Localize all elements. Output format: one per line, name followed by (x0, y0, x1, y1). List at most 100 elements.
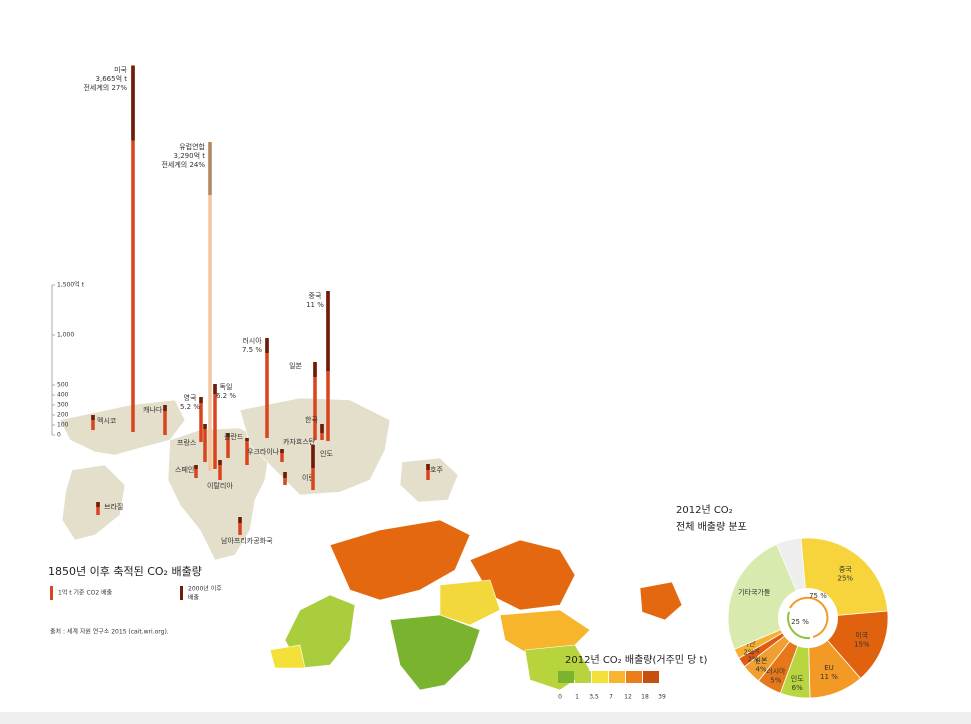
bar-recent (208, 142, 212, 195)
distribution-title: 2012년 CO₂ (676, 504, 733, 516)
arc-arrow (787, 611, 811, 640)
bar-recent (213, 384, 217, 394)
bar-label: 유럽연합 (179, 142, 205, 151)
color-tick: 3,5 (589, 694, 599, 701)
color-box (643, 671, 659, 683)
scale-label: 1,000 (57, 332, 74, 339)
bar-label: 3,665억 t (96, 75, 128, 83)
bar-label: 한국 (305, 416, 318, 424)
bar-recent (245, 438, 249, 441)
bar (226, 433, 230, 458)
per-capita-title: 2012년 CO₂ 배출량(거주민 당 t) (565, 654, 707, 666)
bar (238, 517, 242, 535)
bar-recent (218, 460, 222, 465)
bar (213, 384, 217, 469)
bar-label: 이란 (302, 473, 315, 482)
bar-recent (226, 433, 230, 437)
bar-label: 독일 (220, 382, 233, 391)
pie-label: 중국 (839, 566, 852, 574)
bar-label: 우크라이나 (247, 447, 280, 456)
scale-label: 400 (57, 392, 69, 399)
bar-recent (131, 65, 135, 141)
bar-recent (426, 464, 430, 470)
legend-swatch (50, 586, 53, 600)
bar-label: 남아프리카공화국 (221, 536, 273, 545)
color-tick: 0 (558, 694, 562, 701)
bar-label: 11 % (306, 301, 324, 309)
australia-map (639, 581, 683, 621)
bar-recent (313, 362, 317, 377)
bar (426, 464, 430, 480)
bar-label: 일본 (289, 361, 302, 370)
bar (199, 397, 203, 442)
bar-recent (320, 424, 324, 433)
pie-label: 기타국가들 (738, 587, 771, 596)
scale-label: 1,500억 t (57, 281, 85, 289)
bar-label: 미국 (114, 65, 127, 74)
bar-label: 호주 (430, 466, 443, 474)
color-tick: 18 (641, 694, 649, 701)
bar (313, 362, 317, 440)
pie-label: 인도 (791, 674, 804, 683)
south-america-south (269, 644, 306, 669)
bar (163, 405, 167, 435)
bar-label: 캐나다 (143, 405, 163, 414)
scale-label: 0 (57, 432, 61, 439)
bar-recent (194, 465, 198, 469)
bar (280, 449, 284, 462)
bar-label: 브라질 (104, 502, 123, 511)
africa-map (389, 614, 481, 691)
bar-label: 5.2 % (180, 403, 200, 411)
legend-label: 배출 (188, 594, 200, 602)
north-america (59, 399, 186, 456)
pie-value-label: 2% (743, 649, 754, 657)
bar-label: 중국 (309, 292, 322, 300)
bar-label: 3,290억 t (174, 152, 206, 160)
pie-value-label: 2% (748, 656, 759, 664)
color-tick: 1 (575, 694, 579, 701)
bar-recent (326, 291, 330, 371)
europe-africa (167, 427, 271, 561)
bottom-strip (0, 712, 971, 724)
bar-label: 전세계의 24% (161, 160, 205, 169)
scale-label: 500 (57, 382, 69, 389)
pie-label: 미국 (855, 631, 868, 640)
asia (239, 397, 391, 496)
pie-label: 러시아 (766, 667, 786, 676)
bar-recent (163, 405, 167, 411)
bar (265, 338, 269, 438)
legend-label: 2000년 이후 (188, 585, 222, 593)
north-america-map (329, 519, 471, 601)
color-tick: 12 (624, 694, 632, 701)
bar-recent (203, 424, 207, 429)
bar (203, 424, 207, 462)
bar-recent (283, 472, 287, 478)
color-tick: 7 (609, 694, 613, 701)
color-box (609, 671, 625, 683)
bar-recent (265, 338, 269, 353)
legend-label: 1억 t 기준 CO2 배출 (58, 589, 113, 597)
pie-value-label: 5% (770, 677, 781, 685)
source: 출처 : 세계 자원 연구소 2015 (cait.wri.org). (50, 628, 169, 636)
south-america (61, 464, 126, 541)
bar-label: 러시아 (242, 336, 262, 345)
color-box (575, 671, 591, 683)
south-asia-map (524, 644, 591, 691)
left-map (59, 397, 459, 561)
bar (96, 502, 100, 515)
bar-label: 폴란드 (224, 433, 244, 441)
bar (283, 472, 287, 485)
pie-value-label: 4% (755, 665, 766, 673)
bar-label: 전세계의 27% (83, 83, 127, 92)
accumulated-title: 1850년 이후 축적된 CO₂ 배출량 (48, 565, 202, 578)
pie-value-label: 6% (792, 684, 803, 692)
color-tick: 39 (658, 694, 666, 701)
bar-label: 멕시코 (97, 416, 117, 425)
bar (131, 65, 135, 432)
bar-recent (311, 445, 315, 468)
bar (245, 438, 249, 465)
arc-arrow (789, 596, 829, 638)
bar-label: 영국 (184, 393, 197, 402)
bar-recent (96, 502, 100, 507)
